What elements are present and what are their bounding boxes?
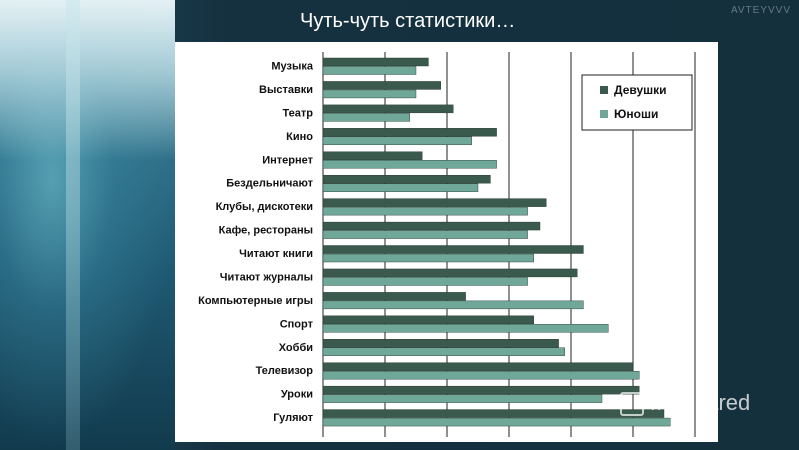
category-label: Кино [286, 131, 313, 143]
category-label: Телевизор [256, 365, 314, 377]
bar-girls [322, 221, 541, 231]
watermark-text: MyShared [650, 390, 751, 415]
category-label: Театр [282, 107, 313, 119]
bar-girls [322, 104, 454, 114]
category-label: Кафе, рестораны [219, 225, 313, 237]
bar-boys [322, 417, 671, 427]
watermark: MyShared [620, 390, 751, 417]
bar-boys [322, 300, 584, 310]
bar-boys [322, 89, 417, 99]
bar-girls [322, 128, 497, 137]
watermark-logo-icon [620, 392, 644, 417]
category-label: Спорт [280, 318, 314, 330]
bar-girls [322, 385, 640, 395]
decorative-strip [66, 0, 80, 450]
bar-boys [322, 160, 497, 169]
legend-box [581, 74, 693, 131]
bar-boys [322, 253, 535, 263]
chart-panel: Музыка Выставки Театр Кино Интернет Бездельни… [175, 42, 718, 442]
legend-swatch [600, 86, 608, 94]
bar-boys [322, 206, 528, 216]
bar-girls [322, 362, 634, 371]
legend-swatch [600, 110, 608, 118]
category-label: Уроки [281, 389, 313, 401]
bar-girls [322, 339, 559, 348]
bar-girls [322, 151, 423, 160]
bar-boys [322, 347, 566, 356]
wave-foam [0, 0, 175, 160]
bar-girls [322, 174, 491, 184]
category-label: Читают книги [239, 248, 313, 260]
bar-boys [322, 66, 417, 75]
bar-girls [322, 268, 578, 278]
category-label: Клубы, дискотеки [216, 201, 313, 213]
bar-girls [322, 292, 466, 301]
slide-title: Чуть-чуть статистики… [300, 10, 516, 32]
category-label: Гуляют [273, 412, 313, 424]
legend-label: Девушки [614, 83, 667, 97]
category-label: Музыка [271, 61, 314, 73]
bar-boys [322, 183, 479, 192]
category-label: Интернет [262, 154, 313, 166]
corner-label: AVTEYVVV [730, 5, 791, 16]
bar-girls [322, 57, 429, 67]
legend-label: Юноши [614, 107, 658, 121]
bar-girls [322, 81, 442, 90]
bar-chart: Музыка Выставки Театр Кино Интернет Бездельни… [198, 52, 696, 437]
bar-girls [322, 409, 665, 418]
bar-girls [322, 198, 547, 207]
category-label: Хобби [279, 342, 313, 354]
category-label: Читают журналы [220, 271, 313, 283]
bar-boys [322, 370, 640, 380]
bar-girls [322, 245, 584, 254]
category-label: Бездельничают [226, 178, 313, 190]
bar-boys [322, 394, 603, 403]
category-label: Выставки [259, 84, 313, 96]
bar-boys [322, 230, 528, 239]
category-label: Компьютерные игры [198, 295, 313, 307]
bar-girls [322, 315, 535, 325]
bar-boys [322, 324, 609, 333]
bar-boys [322, 277, 528, 286]
bar-boys [322, 113, 411, 122]
bar-boys [322, 136, 473, 146]
